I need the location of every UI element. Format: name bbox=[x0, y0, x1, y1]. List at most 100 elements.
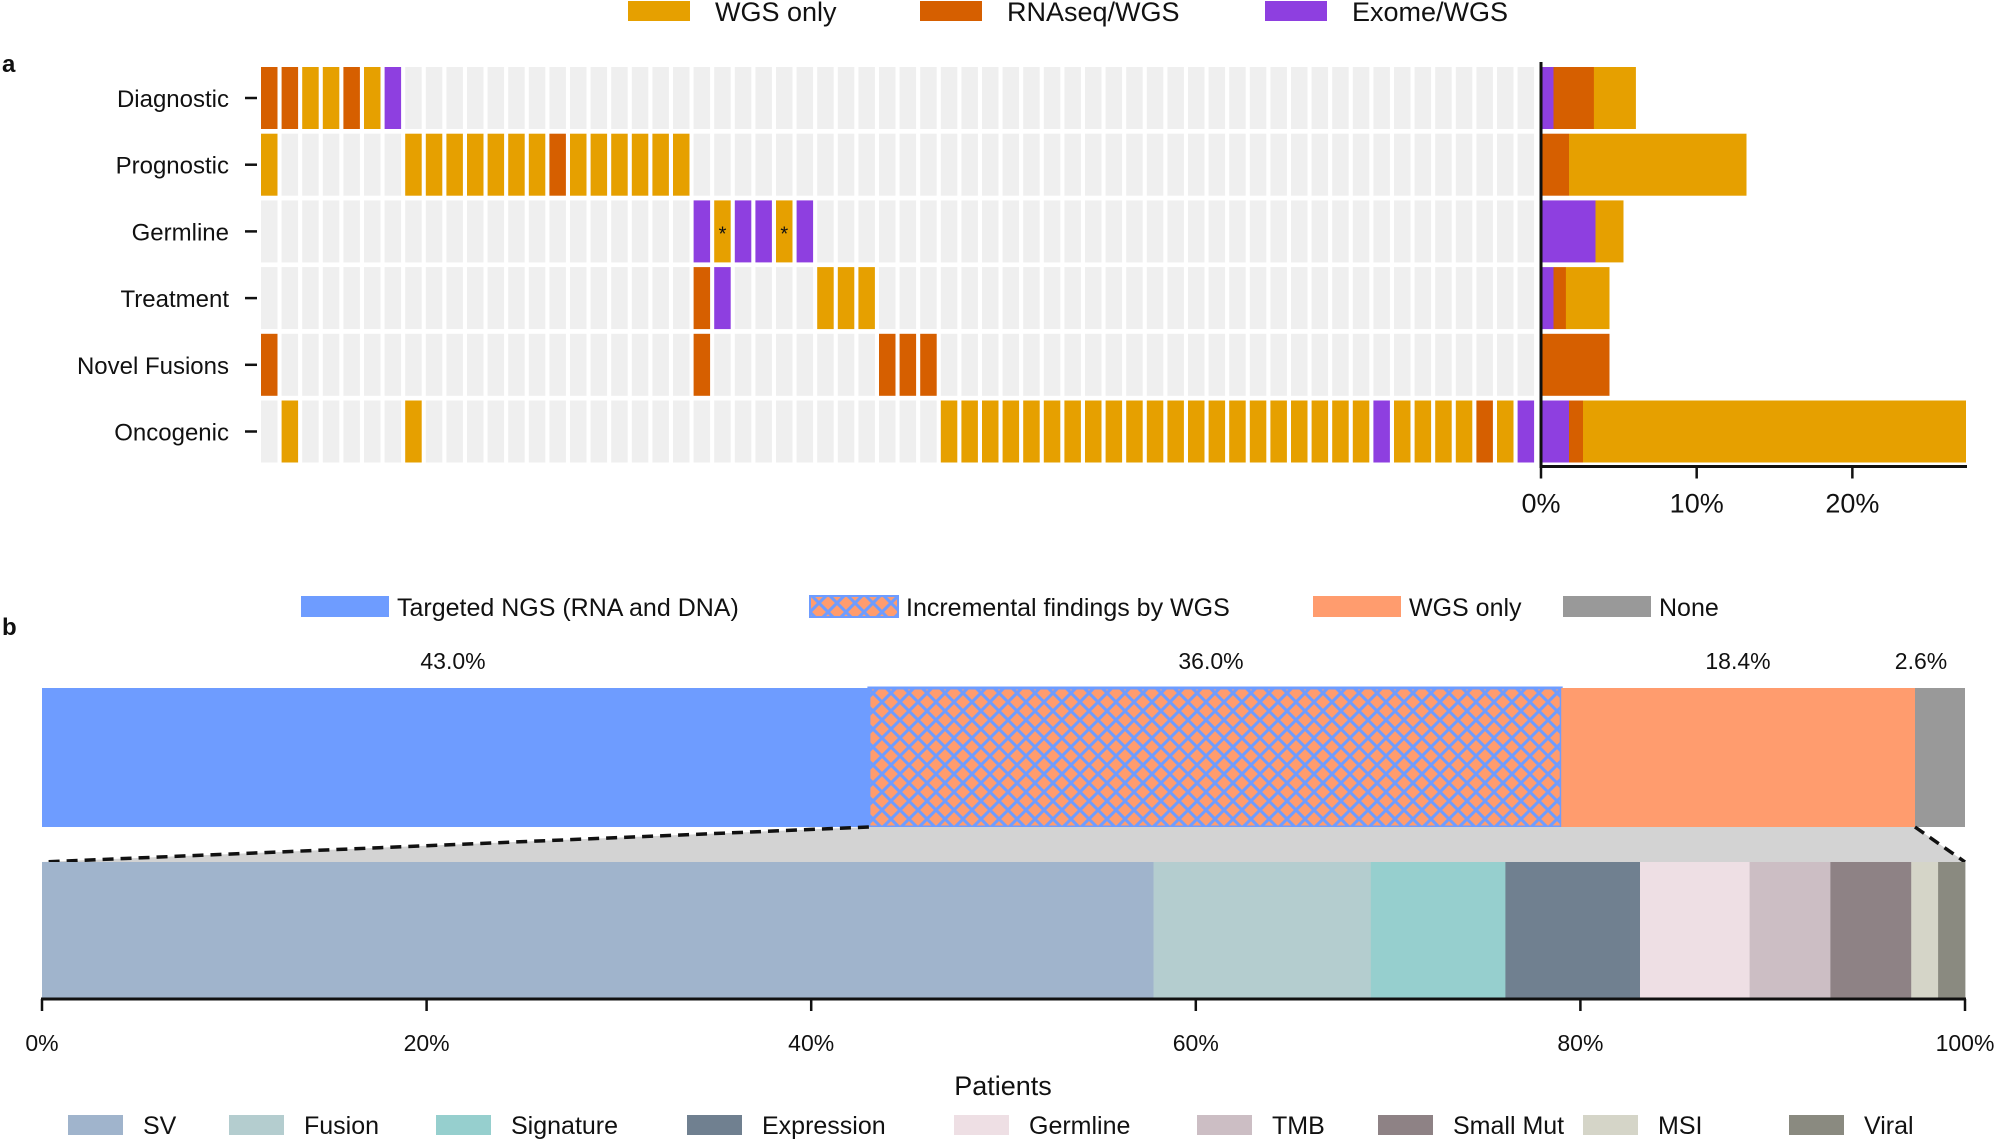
bar-R bbox=[1553, 267, 1566, 330]
cell-empty bbox=[1023, 267, 1040, 330]
cell-empty bbox=[1126, 333, 1143, 396]
cell-W bbox=[1352, 400, 1370, 463]
cell-empty bbox=[570, 67, 587, 129]
cell-R bbox=[693, 333, 711, 396]
cell-empty bbox=[405, 333, 422, 396]
legend-label: WGS only bbox=[715, 0, 837, 27]
top-segment-label: 36.0% bbox=[1178, 648, 1243, 674]
cell-empty bbox=[755, 133, 772, 196]
legend-label-category: Expression bbox=[762, 1112, 886, 1139]
row-label: Diagnostic bbox=[117, 86, 229, 113]
cell-E bbox=[714, 267, 731, 330]
cell-empty bbox=[570, 267, 587, 330]
cell-empty bbox=[1085, 333, 1102, 396]
cell-W bbox=[1167, 400, 1184, 463]
cell-empty bbox=[1435, 67, 1452, 129]
legend-b: Targeted NGS (RNA and DNA) Incremental fi… bbox=[301, 594, 1719, 622]
cell-empty bbox=[281, 200, 299, 263]
cell-empty bbox=[1105, 267, 1123, 330]
cell-W bbox=[1229, 400, 1246, 463]
legend-swatch-wgs_only_b bbox=[1313, 596, 1401, 617]
cell-empty bbox=[611, 400, 628, 463]
legend-swatch-none bbox=[1563, 596, 1651, 617]
cell-empty bbox=[343, 400, 360, 463]
cell-empty bbox=[920, 267, 937, 330]
cell-empty bbox=[817, 333, 834, 396]
bar-E bbox=[1541, 400, 1569, 463]
legend-swatch-targeted bbox=[301, 596, 389, 617]
cell-empty bbox=[1064, 267, 1081, 330]
cell-empty bbox=[796, 333, 814, 396]
legend-swatch-category bbox=[1583, 1115, 1638, 1135]
cell-empty bbox=[1002, 200, 1020, 263]
cell-W bbox=[528, 133, 546, 196]
bar-W bbox=[1569, 133, 1747, 196]
cell-empty bbox=[1146, 67, 1164, 129]
cell-W bbox=[405, 400, 422, 463]
cell-W bbox=[837, 267, 855, 330]
cell-empty bbox=[425, 267, 443, 330]
cell-empty bbox=[1394, 333, 1411, 396]
bar-W bbox=[1583, 400, 1966, 463]
cell-empty bbox=[1002, 267, 1020, 330]
cell-empty bbox=[837, 333, 855, 396]
cell-empty bbox=[1517, 200, 1535, 263]
bottom-segment bbox=[1640, 862, 1750, 999]
cell-empty bbox=[1373, 67, 1390, 129]
cell-empty bbox=[1146, 267, 1164, 330]
bottom-segment bbox=[42, 862, 1154, 999]
cell-E bbox=[384, 67, 402, 129]
cell-empty bbox=[961, 267, 978, 330]
cell-empty bbox=[776, 267, 793, 330]
cell-empty bbox=[1311, 67, 1329, 129]
cell-empty bbox=[1352, 200, 1370, 263]
top-segment bbox=[1915, 688, 1965, 827]
cell-empty bbox=[1249, 267, 1267, 330]
bar-E bbox=[1541, 67, 1554, 129]
cell-empty bbox=[776, 333, 793, 396]
cell-R bbox=[261, 333, 278, 396]
cell-empty bbox=[467, 67, 484, 129]
cell-W bbox=[673, 133, 690, 196]
cell-empty bbox=[281, 133, 299, 196]
cell-empty bbox=[1497, 200, 1514, 263]
cell-empty bbox=[1455, 67, 1473, 129]
cell-empty bbox=[1373, 267, 1390, 330]
cell-empty bbox=[549, 67, 566, 129]
cell-E bbox=[693, 200, 711, 263]
legend-categories: SV Fusion Signature Expression Germline TMB Sm… bbox=[68, 1112, 1914, 1139]
cell-empty bbox=[1455, 267, 1473, 330]
cell-empty bbox=[1208, 67, 1226, 129]
cell-empty bbox=[1517, 133, 1535, 196]
cell-empty bbox=[1311, 267, 1329, 330]
cell-empty bbox=[631, 200, 649, 263]
cell-empty bbox=[261, 200, 278, 263]
cell-empty bbox=[1517, 267, 1535, 330]
cell-W bbox=[1208, 400, 1226, 463]
cell-empty bbox=[1002, 333, 1020, 396]
cell-W bbox=[1455, 400, 1473, 463]
cell-empty bbox=[467, 267, 484, 330]
cell-empty bbox=[1002, 133, 1020, 196]
bottom-segment bbox=[1938, 862, 1966, 999]
cell-empty bbox=[508, 400, 525, 463]
cell-R bbox=[920, 333, 937, 396]
cell-empty bbox=[1105, 67, 1123, 129]
cell-W bbox=[590, 133, 608, 196]
legend-swatch-category bbox=[954, 1115, 1009, 1135]
cell-empty bbox=[281, 267, 299, 330]
zoom-band bbox=[41, 825, 1967, 864]
zoom-right-line bbox=[1913, 825, 1967, 864]
cell-empty bbox=[755, 400, 772, 463]
cell-empty bbox=[1476, 67, 1493, 129]
cell-empty bbox=[776, 67, 793, 129]
cell-empty bbox=[652, 200, 669, 263]
cell-empty bbox=[322, 267, 340, 330]
cell-empty bbox=[1394, 200, 1411, 263]
cell-empty bbox=[961, 333, 978, 396]
cell-empty bbox=[1311, 200, 1329, 263]
cell-empty bbox=[1249, 200, 1267, 263]
bar-R bbox=[1541, 133, 1569, 196]
row-label: Oncogenic bbox=[114, 420, 229, 447]
cell-empty bbox=[1311, 133, 1329, 196]
